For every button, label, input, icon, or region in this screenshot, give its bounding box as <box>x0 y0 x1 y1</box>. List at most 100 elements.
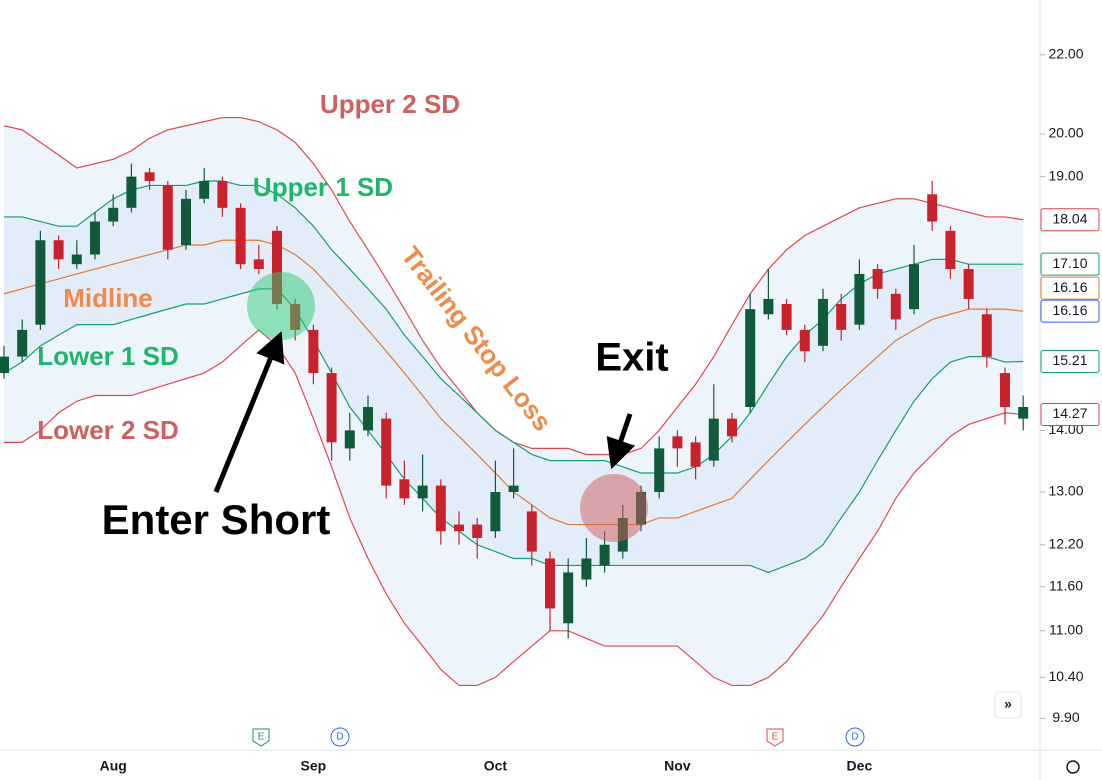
plot-area <box>0 116 1029 687</box>
entry-label: Enter Short <box>102 496 331 543</box>
y-tick-label: 10.40 <box>1048 668 1083 684</box>
end-badge-label: 14.27 <box>1052 405 1087 421</box>
event-label: D <box>851 732 858 743</box>
candle-body <box>963 269 974 299</box>
y-tick-label: 13.00 <box>1048 483 1083 499</box>
end-badge <box>1040 403 1100 427</box>
event-icon <box>252 728 270 747</box>
y-tick-label: 20.00 <box>1048 125 1083 141</box>
candle-body <box>727 418 737 437</box>
end-badge-label: 17.10 <box>1052 255 1087 271</box>
candle-body <box>71 254 82 265</box>
candle-body <box>381 418 392 486</box>
candle-body <box>672 436 683 449</box>
series-label: Upper 2 SD <box>320 89 460 119</box>
end-badge-label: 15.21 <box>1052 352 1087 368</box>
candle-body <box>781 303 792 330</box>
candle-body <box>654 448 665 492</box>
end-badge-label: 16.16 <box>1052 279 1087 295</box>
candle-body <box>0 356 9 374</box>
exit-label: Exit <box>595 336 668 380</box>
y-tick-label: 9.90 <box>1052 709 1079 725</box>
candle-body <box>690 442 701 467</box>
candle-body <box>818 298 828 346</box>
exit-arrow <box>606 413 636 470</box>
series-label: Lower 1 SD <box>37 341 179 371</box>
exit-circle <box>580 474 648 542</box>
candle-body <box>526 511 537 552</box>
end-badge <box>1040 252 1100 276</box>
candle-body <box>399 479 410 499</box>
candle-body <box>108 207 119 222</box>
candle-body <box>945 230 956 270</box>
candle-body <box>927 194 938 222</box>
y-tick-label: 11.00 <box>1049 621 1083 637</box>
event-icon <box>330 727 350 747</box>
scroll-button[interactable] <box>994 691 1022 719</box>
marker-badge-label: 16.16 <box>1052 302 1087 318</box>
candle-body <box>799 329 810 352</box>
candle-body <box>53 240 64 260</box>
candle-body <box>235 207 246 265</box>
event-label: E <box>258 732 265 743</box>
candle-body <box>326 373 337 443</box>
candle-body <box>599 544 610 566</box>
candle-body <box>363 406 373 431</box>
candle-body <box>181 198 191 245</box>
candle-body <box>836 303 847 330</box>
event-icon <box>845 727 865 747</box>
candle-body <box>417 485 428 499</box>
candle-body <box>435 485 446 532</box>
end-badge <box>1040 276 1100 300</box>
x-tick-label: Sep <box>301 758 327 774</box>
candle-body <box>253 259 264 270</box>
scroll-icon[interactable]: » <box>1004 696 1012 712</box>
entry-arrow <box>213 331 285 493</box>
candle-body <box>272 230 282 304</box>
x-tick-label: Dec <box>847 758 873 774</box>
y-tick-label: 22.00 <box>1048 46 1083 62</box>
x-tick-label: Aug <box>100 758 127 774</box>
candle-body <box>854 273 865 325</box>
candle-body <box>472 524 483 538</box>
candle-body <box>508 485 519 492</box>
event-icon <box>766 728 784 747</box>
candle-body <box>872 269 883 289</box>
candle-body <box>162 185 173 250</box>
candle-body <box>981 314 992 357</box>
event-label: E <box>772 732 779 743</box>
series-label: Midline <box>63 283 153 313</box>
candle-body <box>217 181 228 208</box>
event-label: D <box>336 732 343 743</box>
candle-body <box>563 572 574 624</box>
y-tick-label: 12.20 <box>1048 535 1083 551</box>
series-label: Lower 2 SD <box>37 415 179 445</box>
entry-circle <box>247 272 315 340</box>
end-badge <box>1040 208 1100 232</box>
candle-body <box>90 221 100 255</box>
band-line <box>4 329 1024 687</box>
end-badge-label: 18.04 <box>1052 210 1087 226</box>
inner-band-fill <box>4 181 1024 573</box>
candle-body <box>545 558 555 609</box>
candle-body <box>308 329 319 374</box>
y-tick-label: 19.00 <box>1048 167 1083 183</box>
x-tick-label: Oct <box>484 758 508 774</box>
band-line <box>4 180 1024 474</box>
candle-body <box>17 329 28 357</box>
candle-body <box>144 172 155 182</box>
marker-badge <box>1040 299 1100 323</box>
candle-body <box>708 418 719 461</box>
series-label: Upper 1 SD <box>253 172 393 202</box>
y-tick-label: 11.60 <box>1049 577 1083 593</box>
candle-body <box>581 558 592 580</box>
candle-body <box>344 430 355 449</box>
candle-body <box>454 524 464 532</box>
end-badge <box>1040 350 1100 374</box>
candle-body <box>745 309 756 407</box>
candle-body <box>763 298 774 315</box>
candle-body <box>890 293 901 320</box>
candle-body <box>199 181 210 199</box>
settings-icon[interactable] <box>1066 760 1080 774</box>
